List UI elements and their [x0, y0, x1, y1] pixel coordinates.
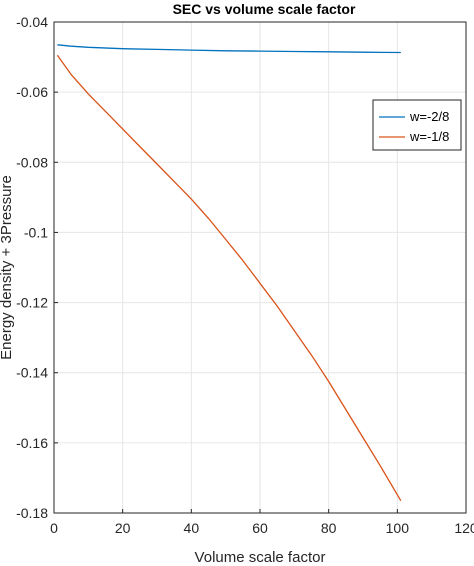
y-tick-label: -0.08 [16, 154, 48, 170]
legend-label: w=-1/8 [409, 129, 449, 144]
y-tick-label: -0.14 [16, 365, 48, 381]
y-tick-label: -0.1 [24, 224, 48, 240]
series-layer [56, 44, 402, 502]
x-tick-label: 100 [386, 520, 410, 536]
grid [53, 21, 467, 514]
x-tick-label: 120 [454, 520, 474, 536]
x-tick-label: 20 [115, 520, 131, 536]
y-axis-label: Energy density + 3Pressure [0, 175, 15, 360]
y-tick-label: -0.16 [16, 435, 48, 451]
series-line [56, 54, 402, 502]
legend-label: w=-2/8 [409, 109, 449, 124]
x-axis-label: Volume scale factor [195, 549, 326, 566]
y-tick-label: -0.04 [16, 14, 48, 30]
legend-box [372, 99, 462, 151]
chart-title: SEC vs volume scale factor [173, 1, 356, 17]
x-tick-label: 40 [184, 520, 200, 536]
y-tick-label: -0.12 [16, 295, 48, 311]
x-tick-label: 60 [252, 520, 268, 536]
series-line [57, 44, 401, 54]
x-tick-label: 80 [321, 520, 337, 536]
legend: w=-2/8 w=-1/8 [372, 99, 462, 151]
x-tick-label: 0 [50, 520, 58, 536]
tick-layer: 0 20 40 60 80 100 120 -0.18 -0.16 -0.14 -0.12 -0.1 -… [16, 14, 474, 536]
y-tick-label: -0.06 [16, 84, 48, 100]
y-tick-label: -0.18 [16, 505, 48, 521]
